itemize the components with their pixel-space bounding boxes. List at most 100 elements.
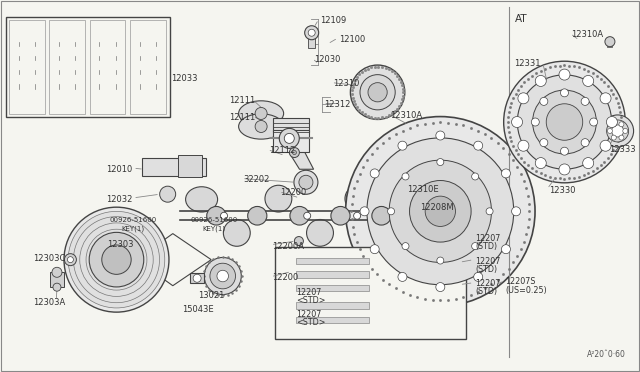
Ellipse shape	[408, 206, 427, 225]
Ellipse shape	[540, 139, 548, 147]
Ellipse shape	[360, 207, 369, 216]
Bar	[130, 20, 166, 114]
Ellipse shape	[346, 116, 535, 306]
Ellipse shape	[255, 121, 267, 132]
Ellipse shape	[360, 75, 396, 110]
Bar	[142, 158, 206, 176]
Text: 12030: 12030	[314, 55, 340, 64]
Ellipse shape	[474, 141, 483, 150]
Ellipse shape	[504, 61, 625, 183]
Text: 12100: 12100	[339, 35, 365, 44]
Ellipse shape	[351, 65, 404, 119]
Text: 12312: 12312	[324, 100, 351, 109]
Bar	[273, 118, 309, 132]
Text: AT: AT	[515, 14, 527, 23]
Ellipse shape	[611, 122, 616, 127]
Ellipse shape	[589, 118, 598, 126]
Ellipse shape	[89, 232, 144, 287]
Text: 12111: 12111	[229, 96, 255, 105]
Ellipse shape	[53, 283, 61, 291]
Ellipse shape	[547, 104, 583, 140]
Bar	[296, 302, 369, 309]
Text: 12310A: 12310A	[390, 111, 422, 120]
Ellipse shape	[193, 274, 201, 282]
Ellipse shape	[619, 122, 624, 127]
Text: 12207: 12207	[296, 310, 321, 319]
Polygon shape	[280, 138, 314, 169]
Text: 12330: 12330	[549, 186, 575, 195]
Ellipse shape	[502, 245, 511, 254]
Text: A²20ˆ0·60: A²20ˆ0·60	[587, 350, 626, 359]
Ellipse shape	[607, 116, 618, 128]
Text: 12200: 12200	[280, 188, 307, 197]
Bar	[50, 272, 64, 287]
Ellipse shape	[402, 173, 409, 180]
Text: 12200: 12200	[272, 273, 298, 282]
Ellipse shape	[559, 69, 570, 80]
Text: 12333: 12333	[609, 145, 636, 154]
Ellipse shape	[370, 169, 379, 178]
Bar	[607, 37, 612, 46]
Text: KEY(1): KEY(1)	[122, 225, 145, 232]
Text: 12112: 12112	[269, 146, 295, 155]
Text: (STD): (STD)	[475, 287, 497, 296]
Ellipse shape	[372, 206, 391, 225]
Ellipse shape	[517, 75, 612, 169]
Ellipse shape	[518, 93, 529, 104]
Bar	[90, 20, 125, 114]
Bar	[308, 31, 315, 48]
Text: 00926-51600: 00926-51600	[191, 217, 238, 223]
Text: <STD>: <STD>	[296, 318, 325, 327]
Bar	[190, 273, 204, 283]
Text: 12331: 12331	[515, 59, 541, 68]
Ellipse shape	[410, 180, 471, 242]
Text: 12310E: 12310E	[407, 185, 438, 194]
Text: 12200A: 12200A	[272, 242, 304, 251]
Ellipse shape	[474, 272, 483, 282]
Text: 15043E: 15043E	[182, 305, 214, 314]
Bar	[49, 20, 85, 114]
Bar	[275, 247, 466, 339]
Ellipse shape	[186, 187, 218, 212]
Ellipse shape	[605, 37, 615, 46]
Ellipse shape	[502, 169, 511, 178]
Text: KEY(1): KEY(1)	[203, 225, 226, 232]
Ellipse shape	[290, 206, 309, 225]
Ellipse shape	[67, 257, 74, 263]
Bar	[296, 258, 369, 264]
Bar	[9, 20, 45, 114]
Text: 12303: 12303	[108, 240, 134, 249]
Ellipse shape	[436, 283, 445, 292]
Ellipse shape	[304, 212, 310, 219]
Text: 12010: 12010	[106, 165, 132, 174]
Ellipse shape	[65, 254, 76, 266]
Text: 12033: 12033	[172, 74, 198, 83]
Ellipse shape	[248, 206, 267, 225]
Ellipse shape	[239, 101, 284, 126]
Ellipse shape	[561, 89, 568, 97]
Text: 12303A: 12303A	[33, 298, 65, 307]
Ellipse shape	[294, 237, 303, 246]
Ellipse shape	[255, 108, 267, 119]
Ellipse shape	[68, 211, 164, 308]
Ellipse shape	[535, 158, 547, 169]
Text: 12207: 12207	[475, 234, 500, 243]
Text: 12208M: 12208M	[420, 203, 454, 212]
Ellipse shape	[223, 219, 250, 246]
Ellipse shape	[398, 141, 407, 150]
Ellipse shape	[623, 128, 628, 134]
Ellipse shape	[437, 257, 444, 264]
Ellipse shape	[535, 76, 547, 86]
Bar	[296, 271, 369, 278]
Text: (STD): (STD)	[475, 265, 497, 274]
Ellipse shape	[511, 207, 520, 216]
Ellipse shape	[284, 134, 294, 143]
Text: (US=0.25): (US=0.25)	[506, 286, 547, 295]
Ellipse shape	[582, 158, 594, 169]
Text: 12109: 12109	[320, 16, 346, 25]
Ellipse shape	[581, 97, 589, 105]
Ellipse shape	[305, 26, 319, 40]
Ellipse shape	[619, 135, 624, 140]
Ellipse shape	[402, 243, 409, 250]
Ellipse shape	[308, 29, 315, 36]
